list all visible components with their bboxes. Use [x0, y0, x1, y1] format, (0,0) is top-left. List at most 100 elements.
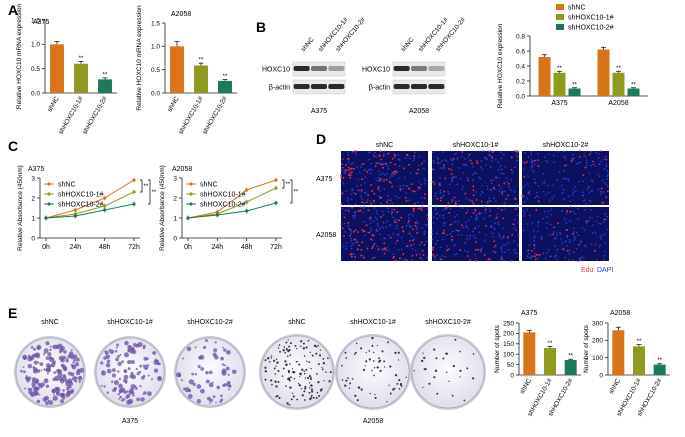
dapi-nucleus — [347, 203, 350, 206]
edu-nucleus — [431, 181, 434, 184]
edu-nucleus — [466, 255, 469, 257]
edu-nucleus — [413, 203, 416, 206]
edu-nucleus — [348, 227, 351, 230]
colony — [25, 377, 29, 381]
edu-nucleus — [373, 154, 375, 157]
bar-1 — [544, 347, 556, 375]
colony — [157, 376, 161, 380]
dapi-nucleus — [471, 173, 474, 176]
edu-nucleus — [446, 249, 449, 252]
dapi-nucleus — [371, 239, 374, 242]
dapi-nucleus — [479, 194, 482, 196]
dapi-nucleus — [453, 244, 456, 246]
dapi-nucleus — [500, 237, 503, 240]
edu-nucleus — [341, 227, 344, 230]
chart-e-a2058: 0100200300shNC**shHOXC10-1#**shHOXC10-2#… — [583, 310, 670, 418]
dapi-nucleus — [474, 236, 477, 239]
plate-colonies — [341, 336, 407, 403]
edu-nucleus — [437, 162, 440, 164]
edu-nucleus — [502, 235, 505, 238]
dapi-nucleus — [447, 192, 450, 195]
dapi-nucleus — [547, 210, 550, 213]
dapi-nucleus — [466, 238, 468, 241]
colony — [127, 367, 131, 371]
dapi-nucleus — [489, 208, 491, 210]
dapi-nucleus — [387, 203, 390, 206]
colony — [290, 376, 293, 379]
edu-nucleus — [443, 164, 445, 166]
dapi-nucleus — [481, 190, 483, 193]
edu-nucleus — [341, 163, 344, 166]
colony — [55, 391, 59, 395]
dapi-nucleus — [600, 234, 603, 237]
colony — [53, 371, 57, 374]
dapi-nucleus — [549, 233, 552, 236]
colony — [405, 376, 407, 378]
colony — [60, 392, 66, 398]
dapi-nucleus — [481, 168, 484, 171]
colony — [289, 342, 292, 345]
blot-row-label: HOXC10 — [262, 67, 290, 74]
colony — [30, 346, 34, 349]
edu-nucleus — [493, 240, 496, 243]
colony — [282, 367, 285, 370]
dapi-nucleus — [350, 245, 353, 248]
edu-nucleus — [468, 153, 471, 156]
dapi-nucleus — [587, 185, 590, 188]
colony — [379, 369, 382, 373]
dapi-nucleus — [390, 213, 393, 215]
dapi-nucleus — [354, 215, 357, 218]
dapi-nucleus — [533, 163, 536, 166]
colony — [45, 356, 50, 361]
colony — [116, 343, 120, 347]
edu-nucleus — [472, 202, 475, 205]
edu-nucleus — [585, 220, 588, 223]
colony — [57, 372, 63, 378]
dapi-nucleus — [496, 213, 499, 215]
dapi-nucleus — [603, 181, 606, 184]
dapi-nucleus — [397, 177, 400, 179]
colony — [372, 360, 375, 362]
bar-0 — [170, 46, 184, 93]
edu-nucleus — [367, 209, 370, 212]
significance-bracket — [290, 179, 293, 204]
colony — [200, 388, 205, 394]
colony — [371, 369, 373, 372]
edu-nucleus — [340, 202, 343, 205]
dapi-nucleus — [474, 257, 477, 260]
edu-nucleus — [607, 190, 609, 193]
colony — [129, 388, 135, 393]
dapi-nucleus — [379, 233, 381, 236]
dapi-nucleus — [384, 237, 387, 240]
plate-colonies — [100, 340, 163, 405]
category-label: shNC — [47, 95, 61, 113]
dapi-nucleus — [416, 189, 419, 191]
dapi-nucleus — [347, 161, 350, 164]
colony — [215, 401, 217, 404]
colony — [60, 399, 64, 404]
dapi-nucleus — [378, 170, 381, 173]
colony — [33, 360, 38, 365]
dapi-nucleus — [530, 255, 533, 258]
dapi-nucleus — [347, 200, 349, 202]
colony — [308, 382, 311, 384]
dapi-nucleus — [577, 217, 579, 220]
dapi-nucleus — [555, 232, 558, 235]
dapi-nucleus — [603, 212, 606, 215]
colony — [149, 393, 152, 396]
colony — [142, 393, 145, 395]
colony — [459, 369, 462, 372]
edu-nucleus — [566, 249, 569, 252]
edu-nucleus — [507, 194, 509, 197]
edu-nucleus — [393, 170, 395, 173]
significance-label: ** — [657, 358, 662, 364]
dapi-nucleus — [432, 151, 435, 154]
colony — [58, 355, 64, 361]
dapi-nucleus — [423, 232, 426, 234]
colony — [317, 363, 320, 366]
edu-nucleus — [415, 172, 418, 175]
dapi-nucleus — [444, 159, 446, 161]
edu-nucleus — [369, 216, 372, 219]
edu-nucleus — [359, 209, 362, 212]
colony — [194, 372, 198, 376]
